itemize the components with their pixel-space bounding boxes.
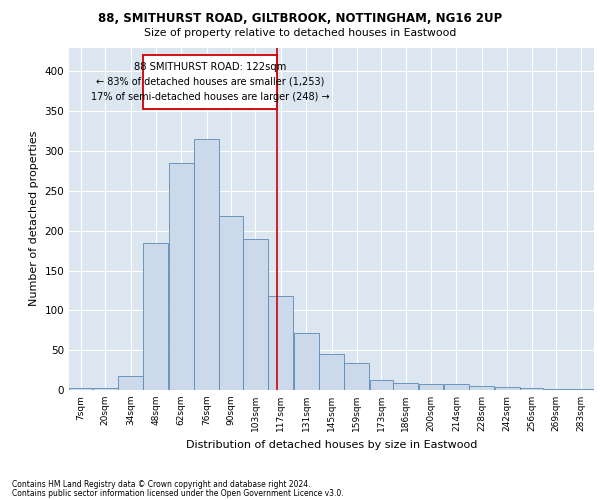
Bar (394, 383, 418, 390)
Bar (220, 216, 242, 390)
Bar (169, 163, 194, 390)
Bar (243, 238, 268, 390)
Text: Contains HM Land Registry data © Crown copyright and database right 2024.: Contains HM Land Registry data © Crown c… (12, 480, 311, 489)
Text: 17% of semi-detached houses are larger (248) →: 17% of semi-detached houses are larger (… (91, 92, 329, 102)
Text: Contains public sector information licensed under the Open Government Licence v3: Contains public sector information licen… (12, 488, 344, 498)
Bar (194, 139, 219, 390)
Bar (143, 242, 169, 390)
Bar (268, 296, 293, 390)
Bar (469, 386, 494, 390)
X-axis label: Distribution of detached houses by size in Eastwood: Distribution of detached houses by size … (186, 440, 477, 450)
Text: 88 SMITHURST ROAD: 122sqm: 88 SMITHURST ROAD: 122sqm (134, 62, 286, 72)
FancyBboxPatch shape (143, 56, 277, 109)
Bar (344, 363, 369, 390)
Bar (294, 332, 319, 390)
Bar (419, 384, 443, 390)
Text: Size of property relative to detached houses in Eastwood: Size of property relative to detached ho… (144, 28, 456, 38)
Bar (494, 387, 520, 390)
Y-axis label: Number of detached properties: Number of detached properties (29, 131, 39, 306)
Bar (520, 388, 543, 390)
Bar (319, 354, 344, 390)
Bar (69, 388, 92, 390)
Text: ← 83% of detached houses are smaller (1,253): ← 83% of detached houses are smaller (1,… (96, 77, 325, 87)
Bar (444, 384, 469, 390)
Bar (370, 380, 393, 390)
Text: 88, SMITHURST ROAD, GILTBROOK, NOTTINGHAM, NG16 2UP: 88, SMITHURST ROAD, GILTBROOK, NOTTINGHA… (98, 12, 502, 26)
Bar (569, 389, 594, 390)
Bar (544, 389, 568, 390)
Bar (93, 388, 118, 390)
Bar (118, 376, 143, 390)
